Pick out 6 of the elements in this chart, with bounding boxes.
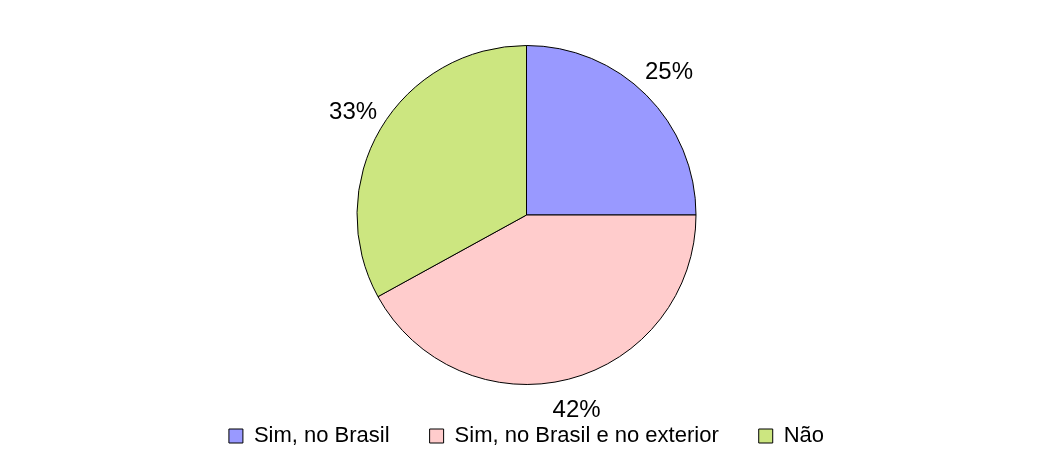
data-label: 33%: [329, 97, 378, 125]
data-label: 25%: [644, 57, 694, 85]
legend-label: Sim, no Brasil: [253, 422, 390, 448]
data-label: 42%: [552, 394, 601, 422]
legend-label: Sim, no Brasil e no exterior: [454, 422, 719, 448]
legend-label: Não: [783, 422, 825, 448]
